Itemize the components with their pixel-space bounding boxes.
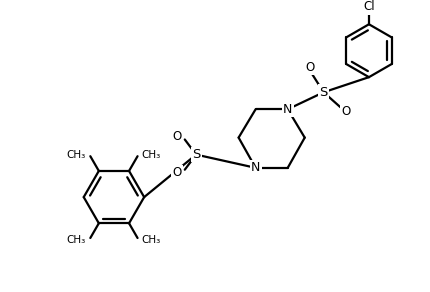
Text: O: O <box>172 166 182 179</box>
Text: CH₃: CH₃ <box>142 150 161 159</box>
Text: N: N <box>283 103 292 116</box>
Text: N: N <box>251 161 260 174</box>
Text: S: S <box>319 86 328 99</box>
Text: CH₃: CH₃ <box>67 235 86 245</box>
Text: O: O <box>342 105 351 118</box>
Text: O: O <box>306 61 315 74</box>
Text: CH₃: CH₃ <box>67 150 86 159</box>
Text: Cl: Cl <box>363 0 375 13</box>
Text: CH₃: CH₃ <box>142 235 161 245</box>
Text: O: O <box>172 130 182 143</box>
Text: S: S <box>192 148 200 161</box>
